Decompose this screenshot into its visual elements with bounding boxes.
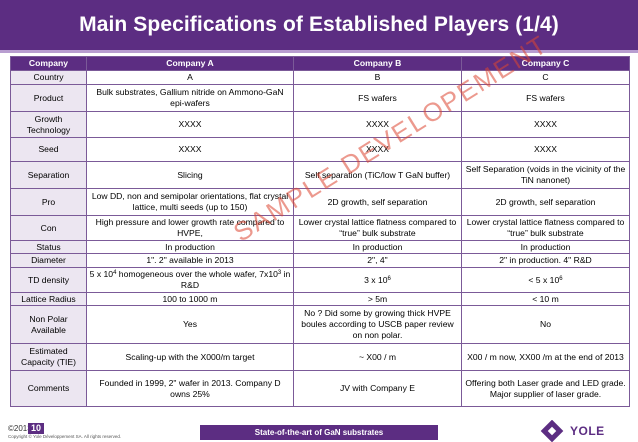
cell-company-c: XXXX — [461, 111, 630, 138]
cell-company-c: 2D growth, self separation — [461, 188, 630, 216]
cell-company-a: In production — [86, 240, 294, 254]
spec-table-wrapper: Company Company A Company B Company C Co… — [10, 56, 630, 407]
cell-company-c: < 5 x 106 — [461, 267, 630, 293]
cell-company-a: 5 x 104 homogeneous over the whole wafer… — [86, 267, 294, 293]
row-label: Estimated Capacity (TIE) — [10, 343, 87, 371]
row-label: Growth Technology — [10, 111, 87, 138]
header-company-a: Company A — [86, 56, 294, 71]
cell-company-c: No — [461, 305, 630, 344]
cell-company-c: X00 / m now, XX00 /m at the end of 2013 — [461, 343, 630, 371]
table-row: Diameter 1". 2" available in 2013 2", 4"… — [10, 253, 630, 268]
row-label: Status — [10, 240, 87, 254]
cell-company-a: 100 to 1000 m — [86, 292, 294, 306]
footer-year: ©2013 — [8, 424, 32, 433]
table-row: TD density 5 x 104 homogeneous over the … — [10, 267, 630, 293]
table-row: Estimated Capacity (TIE) Scaling-up with… — [10, 343, 630, 371]
cell-company-c: < 10 m — [461, 292, 630, 306]
page-number: 10 — [28, 423, 45, 434]
cell-company-b: XXXX — [293, 137, 462, 162]
footer-section-title: State-of-the-art of GaN substrates — [200, 425, 438, 440]
cell-company-a: A — [86, 70, 294, 85]
header-company: Company — [10, 56, 87, 71]
cell-company-b: Lower crystal lattice flatness compared … — [293, 215, 462, 241]
footer-left: ©2013 10 Copyright © Yole Développement … — [4, 423, 174, 442]
row-label: Con — [10, 215, 87, 241]
title-bar: Main Specifications of Established Playe… — [0, 0, 638, 50]
row-label: Product — [10, 84, 87, 112]
header-company-b: Company B — [293, 56, 462, 71]
td-a-exponent: 4 — [113, 270, 117, 276]
row-label: Seed — [10, 137, 87, 162]
cell-company-b: XXXX — [293, 111, 462, 138]
row-label: Separation — [10, 161, 87, 189]
row-label: Diameter — [10, 253, 87, 268]
cell-company-a: Yes — [86, 305, 294, 344]
cell-company-a: XXXX — [86, 137, 294, 162]
table-header-row: Company Company A Company B Company C — [10, 56, 630, 71]
cell-company-b: FS wafers — [293, 84, 462, 112]
cell-company-b: B — [293, 70, 462, 85]
td-a-suffix: in R&D — [180, 269, 291, 290]
table-row: Con High pressure and lower growth rate … — [10, 215, 630, 241]
cell-company-b: In production — [293, 240, 462, 254]
yole-logo: YOLE — [540, 419, 636, 442]
row-label: Pro — [10, 188, 87, 216]
cell-company-a: Founded in 1999, 2" wafer in 2013. Compa… — [86, 370, 294, 407]
cell-company-a: Low DD, non and semipolar orientations, … — [86, 188, 294, 216]
cell-company-b: JV with Company E — [293, 370, 462, 407]
table-row: Non Polar Available Yes No ? Did some by… — [10, 305, 630, 344]
cell-company-c: XXXX — [461, 137, 630, 162]
page-title: Main Specifications of Established Playe… — [79, 13, 559, 36]
row-label: Lattice Radius — [10, 292, 87, 306]
logo-text: YOLE — [570, 424, 605, 438]
row-label: Country — [10, 70, 87, 85]
cell-company-c: Lower crystal lattice flatness compared … — [461, 215, 630, 241]
cell-company-c: Offering both Laser grade and LED grade.… — [461, 370, 630, 407]
td-a-exponent-2: 3 — [277, 270, 282, 276]
table-row: Lattice Radius 100 to 1000 m > 5m < 10 m — [10, 292, 630, 306]
cell-company-b: > 5m — [293, 292, 462, 306]
cell-company-c: Self Separation (voids in the vicinity o… — [461, 161, 630, 189]
cell-company-b: 3 x 106 — [293, 267, 462, 293]
cell-company-a: High pressure and lower growth rate comp… — [86, 215, 294, 241]
table-row: Seed XXXX XXXX XXXX — [10, 137, 630, 162]
row-label: Non Polar Available — [10, 305, 87, 344]
td-b-exponent: 6 — [387, 275, 391, 282]
cell-company-a: XXXX — [86, 111, 294, 138]
td-c-prefix: < 5 x 10 — [528, 274, 560, 285]
table-row: Product Bulk substrates, Gallium nitride… — [10, 84, 630, 112]
td-a-middle: homogeneous over the whole wafer, 7x10 — [116, 269, 278, 279]
td-c-exponent: 6 — [559, 275, 563, 282]
table-row: Growth Technology XXXX XXXX XXXX — [10, 111, 630, 138]
cell-company-a: Bulk substrates, Gallium nitride on Ammo… — [86, 84, 294, 112]
cell-company-b: 2", 4" — [293, 253, 462, 268]
td-a-prefix: 5 x 10 — [89, 269, 114, 279]
yole-logo-icon — [540, 419, 564, 442]
header-company-c: Company C — [461, 56, 630, 71]
cell-company-c: C — [461, 70, 630, 85]
cell-company-c: FS wafers — [461, 84, 630, 112]
cell-company-b: ~ X00 / m — [293, 343, 462, 371]
cell-company-a: 1". 2" available in 2013 — [86, 253, 294, 268]
cell-company-c: In production — [461, 240, 630, 254]
row-label: Comments — [10, 370, 87, 407]
footer-copyright: Copyright © Yole Développement SA. All r… — [8, 434, 122, 439]
cell-company-a: Slicing — [86, 161, 294, 189]
table-row: Status In production In production In pr… — [10, 240, 630, 254]
td-b-prefix: 3 x 10 — [364, 274, 388, 285]
spec-table: Company Company A Company B Company C Co… — [10, 56, 630, 407]
title-underline — [0, 50, 638, 53]
cell-company-b: Self separation (TiC/low T GaN buffer) — [293, 161, 462, 189]
row-label: TD density — [10, 267, 87, 293]
table-row: Pro Low DD, non and semipolar orientatio… — [10, 188, 630, 216]
table-row: Separation Slicing Self separation (TiC/… — [10, 161, 630, 189]
table-row: Country A B C — [10, 70, 630, 85]
cell-company-a: Scaling-up with the X000/m target — [86, 343, 294, 371]
cell-company-c: 2" in production. 4" R&D — [461, 253, 630, 268]
cell-company-b: No ? Did some by growing thick HVPE boul… — [293, 305, 462, 344]
table-row: Comments Founded in 1999, 2" wafer in 20… — [10, 370, 630, 407]
cell-company-b: 2D growth, self separation — [293, 188, 462, 216]
